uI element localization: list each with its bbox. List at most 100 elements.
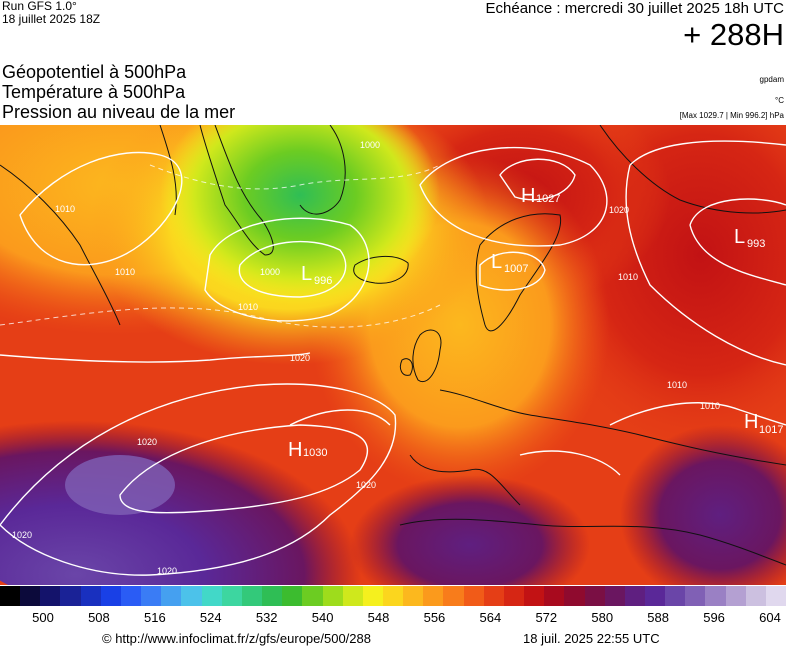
- forecast-horizon: + 288H: [683, 17, 784, 52]
- scale-swatch: [584, 586, 605, 606]
- scale-swatch: [40, 586, 61, 606]
- scale-swatch: [20, 586, 41, 606]
- center-l-iceland-value: 996: [314, 275, 332, 287]
- scale-tick-label: 516: [143, 610, 166, 625]
- scale-tick-label: 572: [535, 610, 558, 625]
- scale-tick-label: 532: [255, 610, 278, 625]
- scale-swatch: [544, 586, 565, 606]
- isobar-label: 1020: [157, 566, 177, 576]
- isobar-1010-russia: [625, 140, 786, 366]
- field-azores-high: [0, 345, 450, 585]
- scale-tick-label: 580: [591, 610, 614, 625]
- isobar-1025-nordic-high: [499, 158, 576, 201]
- scandinavia-coast: [475, 213, 562, 332]
- scale-swatch: [302, 586, 323, 606]
- isobar-1020-azores: [0, 383, 397, 576]
- isobar-label: 1000: [260, 267, 280, 277]
- field-africa: [350, 475, 590, 585]
- center-h-east-letter: H: [744, 411, 758, 433]
- color-scale-ticks: 500 508 516 524 532 540 548 556 564 572 580 588 596 6…: [0, 610, 786, 626]
- title-pressure: Pression au niveau de la mer: [2, 102, 236, 122]
- isobar-label: 1020: [609, 205, 629, 215]
- center-h-azores-value: 1030: [303, 447, 327, 459]
- isobar-1025: [119, 424, 369, 514]
- pressure-range: [Max 1029.7 | Min 996.2] hPa: [679, 111, 784, 120]
- iberia-coast: [409, 454, 521, 506]
- center-h-azores-letter: H: [288, 439, 302, 461]
- center-l-norway-letter: L: [491, 251, 502, 273]
- scale-swatch: [524, 586, 545, 606]
- unit-celsius: °C: [775, 96, 784, 105]
- generation-time: 18 juil. 2025 22:55 UTC: [523, 631, 660, 646]
- scale-swatch: [80, 586, 101, 606]
- center-l-norway-value: 1007: [504, 263, 528, 275]
- isobar-label: 1020: [356, 480, 376, 490]
- weather-map: H 1030 H 1027 L 996 L 1007 L 993 H 1017 …: [0, 125, 786, 585]
- scale-tick-label: 596: [703, 610, 725, 625]
- isobar-1020-ocean: [0, 352, 311, 363]
- scale-swatch: [141, 586, 162, 606]
- isobar-label: 1010: [618, 272, 638, 282]
- scale-swatch: [201, 586, 222, 606]
- isobar-1000-russia: [689, 198, 786, 286]
- scale-swatch: [765, 586, 786, 606]
- isobar-1010-low: [204, 217, 370, 322]
- scale-tick-label: 556: [423, 610, 446, 625]
- canada-coast: [0, 164, 121, 326]
- scale-swatch: [221, 586, 242, 606]
- scale-swatch: [322, 586, 343, 606]
- isobar-label: 1010: [115, 267, 135, 277]
- scale-tick-label: 564: [479, 610, 502, 625]
- scale-swatch: [181, 586, 202, 606]
- scale-swatch: [705, 586, 726, 606]
- run-info: Run GFS 1.0° 18 juillet 2025 18Z: [2, 0, 100, 26]
- scale-swatch: [100, 586, 121, 606]
- isobar-1015-med: [519, 450, 621, 476]
- center-h-nordic-value: 1027: [536, 193, 560, 205]
- isobar-labels: 1000 1010 1010 1020 1020 1020 1020 1020 …: [12, 140, 720, 576]
- isobar-1020-north: [289, 409, 391, 426]
- field-cold-core: [160, 125, 440, 305]
- scale-swatch: [745, 586, 766, 606]
- isobar-label: 1020: [290, 353, 310, 363]
- center-h-east-value: 1017: [759, 424, 783, 436]
- scale-tick-label: 588: [647, 610, 669, 625]
- scale-swatch: [645, 586, 666, 606]
- europe-coast: [439, 389, 786, 466]
- isobar-label: 1010: [238, 302, 258, 312]
- scale-swatch: [403, 586, 424, 606]
- run-model: Run GFS 1.0°: [2, 0, 77, 13]
- scale-swatch: [0, 586, 21, 606]
- scale-swatch: [463, 586, 484, 606]
- field-warm-pool: [65, 455, 175, 515]
- source-link[interactable]: © http://www.infoclimat.fr/z/gfs/europe/…: [102, 631, 371, 646]
- scale-swatch: [362, 586, 383, 606]
- north-africa-coast: [399, 518, 786, 566]
- scale-swatch: [483, 586, 504, 606]
- scale-swatch: [120, 586, 142, 606]
- iceland-coast: [353, 256, 409, 284]
- isobar-label: 1010: [667, 380, 687, 390]
- scale-swatch: [423, 586, 444, 606]
- scale-swatch: [564, 586, 585, 606]
- scale-swatch: [503, 586, 525, 606]
- russia-north-coast: [599, 125, 786, 214]
- scale-swatch: [443, 586, 464, 606]
- isobar-1000-low: [238, 240, 347, 298]
- unit-gpdam: gpdam: [759, 75, 784, 84]
- center-h-nordic-letter: H: [521, 185, 535, 207]
- scale-swatch: [725, 586, 746, 606]
- isobars: [0, 140, 786, 576]
- weather-map-svg: H 1030 H 1027 L 996 L 1007 L 993 H 1017 …: [0, 125, 786, 585]
- scale-swatch: [624, 586, 645, 606]
- scale-tick-label: 548: [367, 610, 390, 625]
- color-scale: [0, 586, 786, 606]
- britain-coast: [412, 329, 442, 383]
- scale-swatch: [262, 586, 283, 606]
- isobar-1010-scandinavia: [479, 251, 546, 291]
- coastlines: [0, 125, 786, 566]
- temperature-isolines: [0, 164, 441, 328]
- scale-tick-label: 500: [32, 610, 54, 625]
- center-l-iceland-letter: L: [301, 263, 312, 285]
- scale-tick-label: 508: [88, 610, 110, 625]
